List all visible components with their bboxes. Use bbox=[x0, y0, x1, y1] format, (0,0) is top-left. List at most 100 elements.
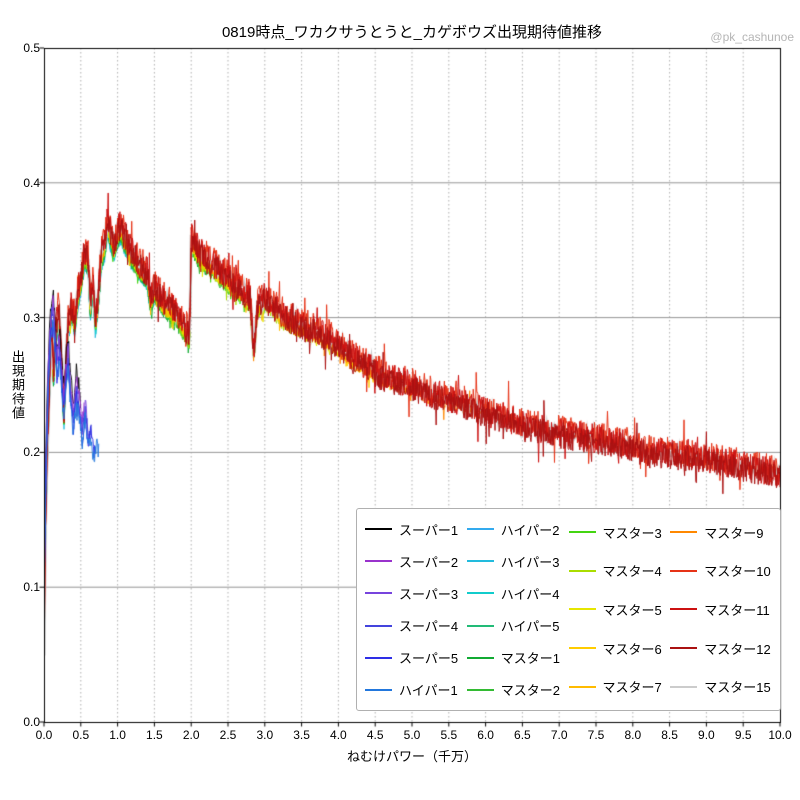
x-tick-labels: 0.0 0.5 1.0 1.5 2.0 2.5 3.0 3.5 4.0 4.5 5.0 5.5 6.0 6… bbox=[0, 728, 800, 744]
legend-label: マスター5 bbox=[602, 602, 662, 618]
legend-item: スーパー1 bbox=[365, 520, 467, 539]
x-tick-label: 8.0 bbox=[624, 728, 642, 742]
legend-label: ハイパー2 bbox=[500, 522, 560, 538]
legend-column: スーパー1 スーパー2 スーパー3 スーパー4 スーパー5 ハイパー1 bbox=[365, 513, 467, 706]
legend-label: マスター4 bbox=[602, 564, 662, 580]
chart-title: 0819時点_ワカクサうとうと_カゲボウズ出現期待値推移 bbox=[221, 24, 603, 41]
legend-item: ハイパー5 bbox=[466, 616, 569, 635]
x-tick-label: 3.0 bbox=[256, 728, 274, 742]
legend-line-sample bbox=[365, 592, 392, 595]
x-tick-label: 9.5 bbox=[734, 728, 752, 742]
x-tick-label: 8.5 bbox=[661, 728, 678, 742]
legend-label: マスター6 bbox=[602, 641, 662, 657]
x-tick-label: 1.5 bbox=[146, 728, 163, 742]
legend-label: マスター2 bbox=[500, 683, 560, 699]
legend-label: マスター11 bbox=[704, 602, 770, 618]
legend-line-sample bbox=[568, 531, 596, 534]
legend-line-sample bbox=[365, 656, 392, 659]
legend-line-sample bbox=[568, 647, 596, 650]
x-tick-label: 5.0 bbox=[403, 728, 421, 742]
x-tick-label: 9.0 bbox=[698, 728, 715, 742]
legend-line-sample bbox=[568, 569, 596, 572]
legend-item: スーパー5 bbox=[365, 648, 467, 667]
legend-line-sample bbox=[466, 688, 494, 691]
legend-line-sample bbox=[670, 647, 698, 650]
x-tick-label: 3.5 bbox=[293, 728, 310, 742]
legend-item: マスター12 bbox=[670, 639, 772, 658]
x-tick-label: 0.0 bbox=[35, 728, 53, 742]
legend-item: ハイパー3 bbox=[466, 552, 569, 571]
legend: スーパー1 スーパー2 スーパー3 スーパー4 スーパー5 ハイパー1 ハイパー2 ハイパー3… bbox=[356, 508, 781, 711]
legend-column: マスター3 マスター4 マスター5 マスター6 マスター7 bbox=[568, 513, 671, 706]
y-tick-label: 0.1 bbox=[23, 580, 40, 595]
legend-line-sample bbox=[466, 528, 494, 531]
legend-item: スーパー2 bbox=[365, 552, 467, 571]
legend-label: ハイパー4 bbox=[500, 586, 560, 602]
legend-item: スーパー4 bbox=[365, 616, 467, 635]
legend-line-sample bbox=[365, 624, 392, 627]
x-tick-label: 7.0 bbox=[550, 728, 568, 742]
legend-line-sample bbox=[466, 560, 494, 563]
legend-line-sample bbox=[670, 685, 698, 688]
legend-column: マスター9 マスター10 マスター11 マスター12 マスター15 bbox=[670, 513, 772, 706]
legend-label: マスター1 bbox=[500, 651, 560, 667]
legend-item: マスター2 bbox=[466, 680, 569, 699]
legend-label: マスター3 bbox=[602, 525, 662, 541]
legend-label: マスター12 bbox=[704, 641, 771, 657]
legend-item: マスター3 bbox=[568, 523, 671, 542]
y-tick-label: 0.2 bbox=[23, 445, 40, 460]
legend-item: マスター5 bbox=[568, 600, 671, 619]
legend-label: ハイパー5 bbox=[500, 619, 560, 635]
legend-item: ハイパー2 bbox=[466, 520, 569, 539]
legend-label: マスター9 bbox=[704, 525, 764, 541]
legend-item: マスター4 bbox=[568, 561, 671, 580]
legend-label: スーパー1 bbox=[399, 522, 459, 538]
legend-item: マスター1 bbox=[466, 648, 569, 667]
legend-label: マスター7 bbox=[602, 680, 662, 696]
x-tick-label: 4.5 bbox=[366, 728, 384, 742]
legend-item: ハイパー1 bbox=[365, 680, 467, 699]
x-tick-label: 6.0 bbox=[477, 728, 494, 742]
x-tick-label: 6.5 bbox=[514, 728, 531, 742]
legend-label: スーパー2 bbox=[399, 554, 459, 570]
legend-item: スーパー3 bbox=[365, 584, 467, 603]
legend-item: マスター11 bbox=[670, 600, 772, 619]
legend-line-sample bbox=[670, 608, 698, 611]
x-tick-label: 2.5 bbox=[219, 728, 237, 742]
legend-label: マスター15 bbox=[704, 680, 771, 696]
legend-item: マスター6 bbox=[568, 639, 671, 658]
x-axis-label: ねむけパワー（千万） bbox=[346, 749, 477, 764]
x-tick-label: 5.5 bbox=[440, 728, 458, 742]
legend-item: マスター10 bbox=[670, 561, 772, 580]
x-tick-label: 0.5 bbox=[72, 728, 90, 742]
watermark: @pk_cashunoe bbox=[710, 30, 794, 44]
legend-line-sample bbox=[466, 592, 494, 595]
legend-line-sample bbox=[365, 688, 392, 691]
legend-label: スーパー3 bbox=[399, 586, 459, 602]
legend-line-sample bbox=[365, 560, 392, 563]
y-axis-label: 出現期待値 bbox=[10, 350, 25, 420]
y-tick-label: 0.3 bbox=[23, 310, 40, 325]
legend-label: スーパー4 bbox=[399, 619, 459, 635]
legend-column: ハイパー2 ハイパー3 ハイパー4 ハイパー5 マスター1 マスター2 bbox=[466, 513, 569, 706]
y-tick-label: 0.5 bbox=[23, 41, 40, 55]
legend-label: ハイパー1 bbox=[399, 683, 458, 699]
legend-line-sample bbox=[466, 656, 494, 659]
x-tick-label: 1.0 bbox=[109, 728, 126, 742]
legend-item: マスター15 bbox=[670, 677, 772, 696]
legend-item: マスター9 bbox=[670, 523, 772, 542]
legend-line-sample bbox=[466, 624, 494, 627]
legend-line-sample bbox=[670, 531, 698, 534]
legend-line-sample bbox=[670, 569, 698, 572]
legend-label: マスター10 bbox=[704, 564, 771, 580]
y-tick-label: 0.0 bbox=[23, 715, 40, 729]
legend-label: スーパー5 bbox=[399, 651, 459, 667]
legend-item: マスター7 bbox=[568, 677, 671, 696]
x-tick-label: 4.0 bbox=[330, 728, 347, 742]
legend-label: ハイパー3 bbox=[500, 554, 560, 570]
legend-line-sample bbox=[568, 608, 596, 611]
y-tick-label: 0.4 bbox=[23, 175, 40, 190]
y-tick-labels: 0.0 0.1 0.2 0.3 0.4 0.5 bbox=[0, 0, 44, 800]
x-tick-label: 10.0 bbox=[768, 728, 792, 742]
